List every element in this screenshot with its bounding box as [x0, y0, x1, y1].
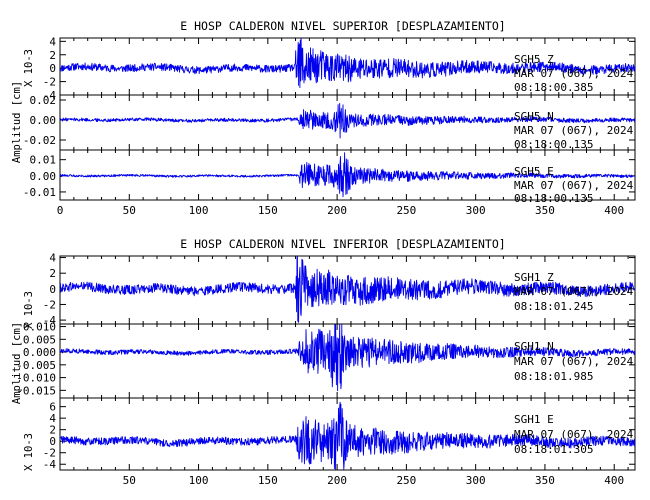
y-tick-label: 4	[49, 35, 56, 48]
y-tick-label: 0	[49, 435, 56, 448]
upper-panel-n-date: MAR 07 (067), 2024	[514, 124, 634, 137]
lower-panel-z-date: MAR 07 (067), 2024	[514, 285, 634, 298]
x-tick-label: 350	[535, 204, 555, 217]
y-tick-label: 6	[49, 401, 56, 414]
y-tick-label: 0.01	[30, 154, 57, 167]
y-tick-label: -2	[43, 447, 56, 460]
lower-title: E HOSP CALDERON NIVEL INFERIOR [DESPLAZA…	[180, 237, 505, 251]
y-tick-label: 0	[49, 62, 56, 75]
x-tick-label: 100	[189, 474, 209, 487]
x-tick-label: 200	[327, 204, 347, 217]
lower-panel-z-time: 08:18:01.245	[514, 300, 593, 313]
y-tick-label: -0.015	[16, 384, 56, 397]
upper-y-axis-label: Amplitud [cm]	[11, 81, 23, 163]
y-tick-label: 0.02	[30, 94, 57, 107]
x-tick-label: 200	[327, 474, 347, 487]
lower-panel-z-station: SGH1 Z	[514, 271, 554, 284]
y-tick-label: -2	[43, 76, 56, 89]
y-tick-label: -4	[43, 458, 57, 471]
lower-y-axis-label: Amplitud [cm]	[11, 322, 23, 404]
upper-panel-e-date: MAR 07 (067), 2024	[514, 179, 634, 192]
y-tick-label: 0.005	[23, 333, 56, 346]
x-tick-label: 50	[123, 474, 136, 487]
x-tick-label: 400	[604, 204, 624, 217]
x-tick-label: 300	[466, 204, 486, 217]
upper-block: E HOSP CALDERON NIVEL SUPERIOR [DESPLAZA…	[11, 19, 636, 217]
upper-z-scale-label: X 10-3	[23, 49, 35, 87]
x-tick-label: 400	[604, 474, 624, 487]
lower-panel-e-date: MAR 07 (067), 2024	[514, 428, 634, 441]
upper-panel-n-station: SGH5 N	[514, 110, 554, 123]
upper-panel-z-time: 08:18:00.385	[514, 81, 593, 94]
upper-panel-e-station: SGH5 E	[514, 165, 554, 178]
lower-panel-n-station: SGH1 N	[514, 340, 554, 353]
upper-title: E HOSP CALDERON NIVEL SUPERIOR [DESPLAZA…	[180, 19, 505, 33]
y-tick-label: 2	[49, 267, 56, 280]
waveform-trace	[60, 38, 635, 89]
y-tick-label: -0.005	[16, 359, 56, 372]
upper-x-axis: 0 50 100 150 200 250 300 350 400	[57, 204, 624, 217]
y-tick-label: 4	[49, 412, 56, 425]
x-tick-label: 350	[535, 474, 555, 487]
x-tick-label: 300	[466, 474, 486, 487]
y-tick-label: -2	[43, 298, 56, 311]
y-tick-label: -4	[43, 89, 57, 102]
upper-panel-z-station: SGH5 Z	[514, 53, 554, 66]
y-tick-label: 2	[49, 424, 56, 437]
x-tick-label: 0	[57, 204, 64, 217]
upper-panel-z-date: MAR 07 (067), 2024	[514, 67, 634, 80]
y-tick-label: 0.00	[30, 170, 57, 183]
y-tick-label: -0.010	[16, 372, 56, 385]
lower-x-axis: 50 100 150 200 250 300 350 400	[123, 474, 625, 487]
y-tick-label: -4	[43, 314, 57, 327]
y-tick-label: 0.00	[30, 114, 57, 127]
lower-z-scale-label: X 10-3	[23, 291, 35, 329]
y-tick-label: 0.010	[23, 321, 56, 334]
upper-panel-n-plot: 0.02 0.00 -0.02	[23, 94, 635, 150]
lower-panel-e-time: 08:18:01.305	[514, 443, 593, 456]
upper-panel-e-time: 08:18:00.135	[514, 192, 593, 205]
y-tick-label: 2	[49, 49, 56, 62]
lower-panel-e-station: SGH1 E	[514, 413, 554, 426]
x-tick-label: 250	[396, 204, 416, 217]
y-tick-label: 0.000	[23, 346, 56, 359]
lower-panel-e-frame	[59, 397, 636, 471]
x-tick-label: 250	[396, 474, 416, 487]
lower-e-scale-label: X 10-3	[23, 433, 35, 471]
upper-panel-n-time: 08:18:00.135	[514, 138, 593, 151]
y-tick-label: -0.01	[23, 186, 56, 199]
x-tick-label: 150	[258, 204, 278, 217]
y-tick-label: 0	[49, 283, 56, 296]
y-tick-label: -0.02	[23, 134, 56, 147]
waveform-trace	[60, 102, 635, 139]
lower-panel-n-date: MAR 07 (067), 2024	[514, 355, 634, 368]
waveform-trace	[60, 256, 635, 323]
x-tick-label: 150	[258, 474, 278, 487]
x-tick-label: 50	[123, 204, 136, 217]
y-tick-label: 4	[49, 252, 56, 265]
x-tick-label: 100	[189, 204, 209, 217]
lower-panel-n-time: 08:18:01.985	[514, 370, 593, 383]
upper-panel-e-plot: 0.01 0.00 -0.01	[23, 150, 635, 200]
lower-panel-z-plot: 4 2 0 -2 -4	[43, 252, 635, 327]
waveform-trace	[60, 152, 635, 198]
lower-block: E HOSP CALDERON NIVEL INFERIOR [DESPLAZA…	[11, 237, 636, 487]
waveform-trace	[60, 324, 635, 392]
waveform-trace	[60, 401, 635, 470]
